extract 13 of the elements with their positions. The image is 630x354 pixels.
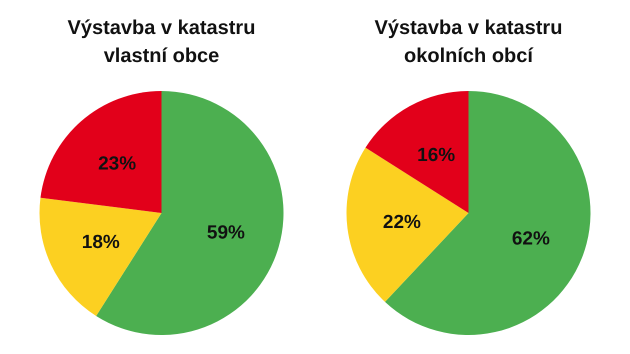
data-label: 62% bbox=[512, 228, 550, 250]
pie-slice bbox=[40, 198, 162, 316]
data-label: 59% bbox=[206, 222, 246, 244]
data-label: 16% bbox=[417, 144, 456, 166]
pie-slice bbox=[40, 91, 162, 213]
pie-slice bbox=[384, 91, 590, 335]
pie-slice bbox=[346, 148, 468, 302]
chart-title: Výstavba v katastru okolních obcí bbox=[374, 17, 562, 67]
chart-title: Výstavba v katastru vlastní obce bbox=[68, 17, 256, 67]
data-label: 18% bbox=[82, 232, 120, 254]
data-label: 22% bbox=[382, 212, 422, 234]
pie-slice bbox=[365, 91, 468, 213]
data-label: 23% bbox=[98, 153, 136, 174]
